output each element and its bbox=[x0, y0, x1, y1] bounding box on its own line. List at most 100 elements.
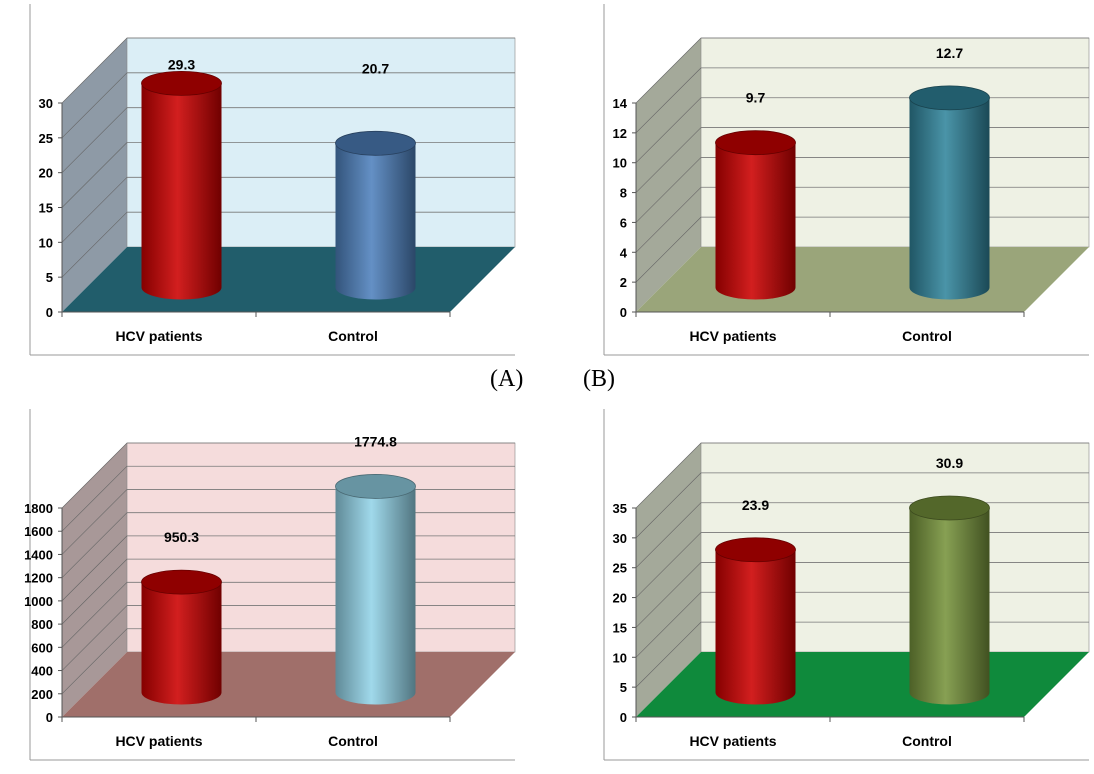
y-tick-label: 15 bbox=[39, 201, 53, 216]
y-tick-label: 1200 bbox=[24, 571, 53, 586]
grid-line-side bbox=[61, 37, 128, 104]
cylinder-bar bbox=[141, 569, 222, 705]
grid-line-side bbox=[61, 489, 128, 555]
data-label: 950.3 bbox=[164, 529, 199, 545]
cylinder-bar bbox=[715, 537, 796, 705]
grid-line-side bbox=[635, 442, 702, 509]
grid-line-side bbox=[635, 502, 702, 568]
grid-line-side bbox=[635, 532, 702, 598]
chart-b: 0 2 4 6 8 10 12 14 HCV patients Control 9.7 12.7 bbox=[574, 0, 1094, 360]
chart-svg: 0 5 10 15 20 25 30 HCV patients Control 29.3 20.7 bbox=[29, 4, 516, 356]
cylinder-body bbox=[909, 507, 990, 705]
floor bbox=[636, 652, 1089, 717]
y-tick-label: 10 bbox=[613, 650, 627, 665]
grid-line-side bbox=[635, 187, 702, 253]
cylinder-bar bbox=[909, 495, 990, 705]
cylinder-top bbox=[335, 474, 416, 499]
y-tick-label: 5 bbox=[46, 270, 53, 285]
y-tick-label: 1000 bbox=[24, 594, 53, 609]
data-label: 30.9 bbox=[936, 455, 963, 471]
side-wall bbox=[636, 38, 701, 312]
y-tick-label: 35 bbox=[613, 501, 627, 516]
grid-line-side bbox=[61, 466, 128, 532]
floor bbox=[62, 652, 515, 717]
side-wall bbox=[636, 443, 701, 717]
grid-line-side bbox=[61, 605, 128, 671]
data-label: 12.7 bbox=[936, 45, 963, 61]
grid-line-side bbox=[61, 535, 128, 602]
chart-d: 0 5 10 15 20 25 30 35 HCV patients Control 23.9 30.… bbox=[574, 405, 1094, 765]
y-tick-label: 10 bbox=[613, 156, 627, 171]
grid-line-side bbox=[635, 621, 702, 688]
category-label: Control bbox=[328, 328, 378, 344]
data-label: 1774.8 bbox=[354, 433, 397, 449]
y-tick-label: 20 bbox=[39, 166, 53, 181]
grid-line-side bbox=[61, 442, 128, 509]
grid-line-side bbox=[635, 216, 702, 283]
grid-line-side bbox=[61, 558, 128, 625]
cylinder-bar bbox=[141, 70, 222, 300]
data-label: 9.7 bbox=[746, 90, 766, 106]
y-tick-label: 12 bbox=[613, 126, 627, 141]
y-tick-label: 0 bbox=[620, 710, 627, 725]
data-label: 20.7 bbox=[362, 60, 389, 76]
y-tick-label: 5 bbox=[620, 680, 627, 695]
y-tick-label: 14 bbox=[613, 96, 628, 111]
chart-svg: 0 5 10 15 20 25 30 35 HCV patients Control 23.9 30.… bbox=[603, 409, 1090, 761]
category-label: HCV patients bbox=[115, 328, 202, 344]
y-tick-label: 15 bbox=[613, 620, 627, 635]
category-label: Control bbox=[328, 733, 378, 749]
cylinder-body bbox=[141, 582, 222, 705]
y-tick-label: 0 bbox=[620, 305, 627, 320]
panel-label-a: (A) bbox=[490, 366, 524, 392]
y-tick-label: 25 bbox=[39, 131, 53, 146]
grid-line-side bbox=[635, 592, 702, 658]
chart-c: 0 200 400 600 800 1000 1200 1400 1600 1800 HCV pat… bbox=[0, 405, 520, 765]
cylinder-top bbox=[909, 85, 990, 111]
y-tick-label: 0 bbox=[46, 305, 53, 320]
cylinder-top bbox=[335, 130, 416, 156]
grid-line-side bbox=[61, 628, 128, 694]
category-label: HCV patients bbox=[689, 733, 776, 749]
chart-a: 0 5 10 15 20 25 30 HCV patients Control 29.3 20.7 bbox=[0, 0, 520, 360]
y-tick-label: 1400 bbox=[24, 547, 53, 562]
cylinder-top bbox=[909, 495, 990, 521]
cylinder-bar bbox=[715, 130, 796, 300]
cylinder-top bbox=[141, 70, 222, 96]
y-tick-label: 4 bbox=[620, 245, 628, 260]
y-tick-label: 1800 bbox=[24, 501, 53, 516]
y-tick-label: 20 bbox=[613, 591, 627, 606]
grid-line-side bbox=[635, 97, 702, 163]
floor bbox=[62, 247, 515, 312]
side-wall bbox=[62, 443, 127, 717]
y-tick-label: 2 bbox=[620, 275, 627, 290]
cylinder-body bbox=[141, 83, 222, 300]
y-tick-label: 8 bbox=[620, 186, 627, 201]
cylinder-top bbox=[141, 569, 222, 595]
cylinder-body bbox=[715, 549, 796, 705]
y-tick-label: 400 bbox=[31, 664, 53, 679]
cylinder-body bbox=[715, 142, 796, 300]
y-tick-label: 30 bbox=[39, 96, 53, 111]
category-label: Control bbox=[902, 733, 952, 749]
cylinder-bar bbox=[335, 474, 416, 705]
y-tick-label: 600 bbox=[31, 640, 53, 655]
chart-svg: 0 200 400 600 800 1000 1200 1400 1600 1800 HCV pat… bbox=[24, 409, 516, 761]
chart-svg: 0 2 4 6 8 10 12 14 HCV patients Control 9.7 12.7 bbox=[603, 4, 1090, 356]
grid-line-side bbox=[61, 582, 128, 648]
cylinder-top bbox=[715, 537, 796, 563]
cylinder-bar bbox=[335, 130, 416, 300]
cylinder-top bbox=[715, 130, 796, 156]
floor bbox=[636, 247, 1089, 312]
category-label: Control bbox=[902, 328, 952, 344]
y-tick-label: 1600 bbox=[24, 524, 53, 539]
cylinder-bar bbox=[909, 85, 990, 300]
y-tick-label: 10 bbox=[39, 235, 53, 250]
grid-line-side bbox=[61, 72, 128, 139]
grid-line-side bbox=[61, 211, 128, 278]
grid-line-side bbox=[61, 512, 128, 578]
y-tick-label: 200 bbox=[31, 687, 53, 702]
y-tick-label: 25 bbox=[613, 561, 627, 576]
category-label: HCV patients bbox=[115, 733, 202, 749]
grid-line-side bbox=[61, 177, 128, 243]
